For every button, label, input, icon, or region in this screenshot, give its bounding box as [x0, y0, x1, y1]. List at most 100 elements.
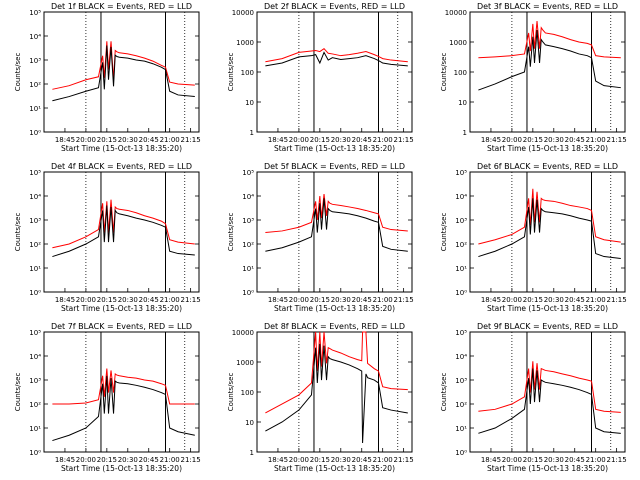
y-tick-label: 10⁵: [29, 169, 41, 177]
panel-1: Det 1f BLACK = Events, RED = LLD 10⁰ 10¹ 10…: [14, 2, 201, 153]
x-tick-label: 18:45: [268, 296, 288, 304]
x-tick-label: 20:00: [289, 456, 309, 464]
x-tick-label: 20:15: [310, 136, 330, 144]
lld-series-line: [478, 188, 621, 245]
x-tick-label: 21:15: [181, 136, 201, 144]
y-tick-label: 10000: [445, 9, 467, 17]
x-tick-label: 20:30: [544, 136, 564, 144]
x-tick-label: 20:30: [331, 296, 351, 304]
lld-series-line: [478, 361, 621, 413]
y-tick-label: 10: [245, 99, 254, 107]
events-series-line: [478, 30, 621, 91]
x-tick-label: 21:15: [181, 296, 201, 304]
y-tick-label: 10²: [29, 241, 41, 249]
x-axis-label: Start Time (15-Oct-13 18:35:20): [274, 464, 395, 473]
y-tick-label: 10⁰: [242, 289, 254, 297]
x-tick-label: 21:15: [607, 296, 627, 304]
plot-frame: [469, 171, 626, 293]
y-tick-label: 10¹: [242, 265, 254, 273]
x-tick-label: 20:00: [76, 456, 96, 464]
y-axis-label: Counts/sec: [227, 53, 235, 92]
x-tick-label: 20:45: [139, 296, 159, 304]
panel-title: Det 9f BLACK = Events, RED = LLD: [477, 322, 618, 331]
events-series-line: [265, 198, 408, 252]
x-tick-label: 18:45: [55, 136, 75, 144]
y-tick-label: 10²: [455, 241, 467, 249]
x-tick-label: 20:15: [97, 456, 117, 464]
y-axis-label: Counts/sec: [440, 213, 448, 252]
x-tick-label: 20:45: [139, 136, 159, 144]
plot-frame: [256, 331, 413, 453]
y-axis-label: Counts/sec: [14, 213, 22, 252]
lld-series-line: [52, 41, 195, 90]
x-tick-label: 20:15: [310, 296, 330, 304]
x-tick-label: 21:00: [373, 136, 393, 144]
x-tick-label: 18:45: [55, 456, 75, 464]
x-tick-label: 20:00: [289, 296, 309, 304]
x-tick-label: 18:45: [481, 136, 501, 144]
y-tick-label: 10000: [232, 9, 254, 17]
x-tick-label: 20:45: [352, 456, 372, 464]
panel-8: Det 8f BLACK = Events, RED = LLD 1 10 100 10…: [227, 322, 414, 473]
lld-series-line: [52, 368, 195, 405]
y-tick-label: 10¹: [29, 105, 41, 113]
y-tick-label: 10¹: [29, 265, 41, 273]
y-tick-label: 10³: [455, 217, 467, 225]
x-tick-label: 20:30: [118, 296, 138, 304]
y-tick-label: 10000: [232, 329, 254, 337]
x-tick-label: 18:45: [55, 296, 75, 304]
x-tick-label: 21:00: [586, 136, 606, 144]
x-tick-label: 21:00: [160, 296, 180, 304]
x-tick-label: 20:15: [523, 456, 543, 464]
y-tick-label: 10⁵: [29, 329, 41, 337]
panel-4: Det 4f BLACK = Events, RED = LLD 10⁰ 10¹ 10…: [14, 162, 201, 313]
x-tick-label: 20:00: [502, 296, 522, 304]
y-tick-label: 10²: [29, 81, 41, 89]
x-tick-label: 20:45: [139, 456, 159, 464]
lld-series-line: [265, 194, 408, 234]
x-tick-label: 20:00: [502, 456, 522, 464]
x-tick-label: 20:00: [76, 296, 96, 304]
x-tick-label: 21:00: [586, 456, 606, 464]
events-series-line: [265, 51, 408, 67]
x-tick-label: 20:15: [523, 136, 543, 144]
y-tick-label: 1000: [449, 39, 467, 47]
panel-title: Det 4f BLACK = Events, RED = LLD: [51, 162, 192, 171]
events-series-line: [52, 205, 195, 258]
x-tick-label: 21:15: [607, 136, 627, 144]
x-tick-label: 20:30: [118, 136, 138, 144]
x-tick-label: 21:15: [607, 456, 627, 464]
y-tick-label: 10²: [455, 401, 467, 409]
panel-6: Det 6f BLACK = Events, RED = LLD 10⁰ 10¹ 10…: [440, 162, 627, 313]
x-axis-label: Start Time (15-Oct-13 18:35:20): [61, 304, 182, 313]
y-tick-label: 10³: [242, 217, 254, 225]
x-tick-label: 20:00: [502, 136, 522, 144]
y-tick-label: 1: [250, 449, 254, 457]
x-axis-label: Start Time (15-Oct-13 18:35:20): [274, 304, 395, 313]
x-tick-label: 21:15: [181, 456, 201, 464]
x-tick-label: 21:15: [394, 296, 414, 304]
y-tick-label: 100: [241, 69, 254, 77]
panel-2: Det 2f BLACK = Events, RED = LLD 1 10 100 10…: [227, 2, 414, 153]
plot-frame: [256, 11, 413, 133]
x-tick-label: 20:30: [331, 456, 351, 464]
x-tick-label: 21:15: [394, 456, 414, 464]
y-tick-label: 10⁴: [29, 353, 41, 361]
y-tick-label: 10³: [29, 217, 41, 225]
x-axis-label: Start Time (15-Oct-13 18:35:20): [61, 144, 182, 153]
x-axis-label: Start Time (15-Oct-13 18:35:20): [487, 304, 608, 313]
y-tick-label: 10⁰: [29, 129, 41, 137]
y-tick-label: 1: [250, 129, 254, 137]
x-tick-label: 20:15: [310, 456, 330, 464]
events-series-line: [52, 45, 195, 102]
lld-series-line: [265, 331, 408, 414]
y-tick-label: 100: [241, 389, 254, 397]
y-tick-label: 10¹: [29, 425, 41, 433]
y-axis-label: Counts/sec: [14, 373, 22, 412]
y-axis-label: Counts/sec: [440, 53, 448, 92]
y-tick-label: 10¹: [455, 265, 467, 273]
x-tick-label: 20:45: [352, 296, 372, 304]
y-tick-label: 100: [454, 69, 467, 77]
plot-frame: [256, 171, 413, 293]
